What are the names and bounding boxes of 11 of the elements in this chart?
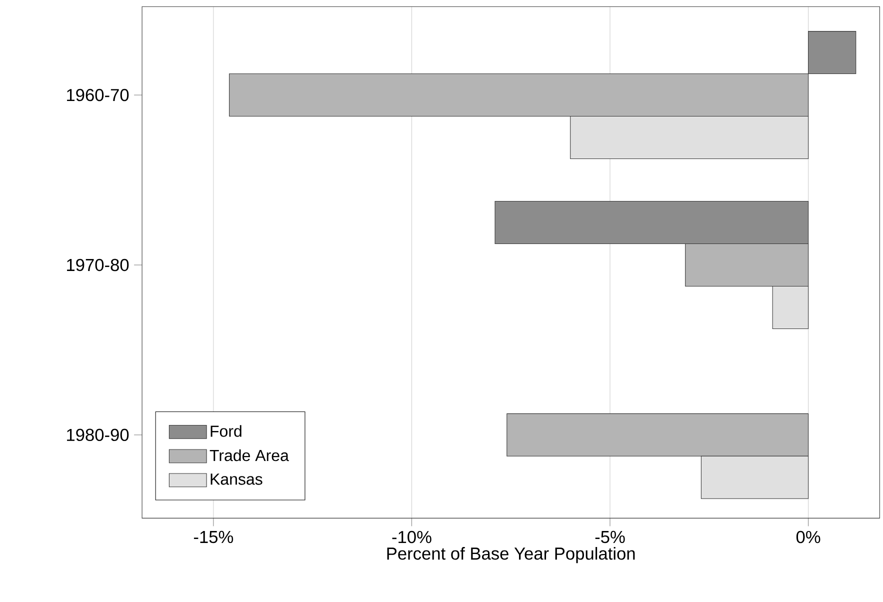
y-tick-label: 1980-90 [67,428,129,441]
x-tick-label: -10% [392,530,432,544]
y-tick-label: 1970-80 [67,258,129,272]
x-tick-label: -15% [194,530,234,543]
x-tick-label: 0% [796,530,820,544]
y-tick-label: 1960-70 [67,88,129,102]
legend-label: Ford [210,425,242,437]
x-axis-title: Percent of Base Year Population [387,546,635,564]
x-tick-label: -5% [595,530,625,543]
legend-label: Trade Area [210,449,289,462]
legend-label: Kansas [210,474,262,485]
